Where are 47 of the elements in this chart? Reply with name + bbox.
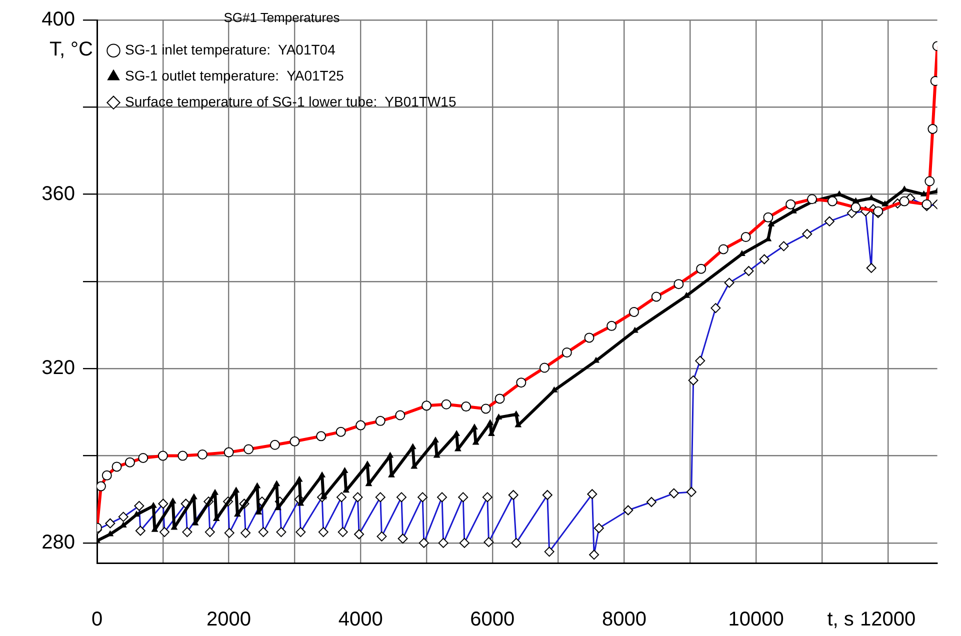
legend-label: SG-1 inlet temperature: YA01T04 xyxy=(125,41,336,58)
point xyxy=(364,461,371,467)
point xyxy=(296,476,302,482)
point xyxy=(133,511,140,517)
y-tick-label: 360 xyxy=(42,182,75,205)
y-axis-title: T, °C xyxy=(49,38,93,61)
x-tick-label: 10000 xyxy=(728,608,784,631)
point xyxy=(254,482,260,488)
point xyxy=(150,502,157,508)
legend-title: SG#1 Temperatures xyxy=(224,10,340,26)
x-tick-label: 6000 xyxy=(470,608,515,631)
x-axis-title: t, s xyxy=(827,608,854,631)
point xyxy=(170,498,176,504)
point xyxy=(513,410,520,416)
point xyxy=(274,480,280,486)
point xyxy=(738,250,746,256)
point xyxy=(882,200,888,206)
point xyxy=(471,424,478,430)
x-tick-label: 4000 xyxy=(338,608,383,631)
y-tick-label: 400 xyxy=(42,8,75,31)
y-tick-label: 320 xyxy=(42,357,75,380)
point xyxy=(920,190,927,196)
point xyxy=(387,452,394,458)
point xyxy=(453,430,460,436)
point xyxy=(432,437,439,443)
x-tick-label: 0 xyxy=(91,608,103,631)
point xyxy=(487,420,494,426)
point xyxy=(190,494,198,500)
point xyxy=(790,208,797,214)
point xyxy=(496,414,502,420)
x-tick-label: 8000 xyxy=(602,608,646,631)
point xyxy=(212,489,218,495)
y-tick-label: 280 xyxy=(42,531,75,554)
x-tick-label: 12000 xyxy=(860,608,916,631)
point xyxy=(410,444,416,450)
point xyxy=(852,198,859,204)
point xyxy=(632,327,638,333)
point xyxy=(551,386,558,392)
legend-label: Surface temperature of SG-1 lower tube: YB01TW15 xyxy=(125,93,456,110)
point xyxy=(342,468,348,474)
point xyxy=(683,292,690,298)
point xyxy=(318,472,326,478)
point xyxy=(768,220,774,226)
x-tick-label: 2000 xyxy=(206,608,252,631)
point xyxy=(233,487,240,493)
point xyxy=(592,357,600,363)
legend-label: SG-1 outlet temperature: YA01T25 xyxy=(125,67,344,84)
